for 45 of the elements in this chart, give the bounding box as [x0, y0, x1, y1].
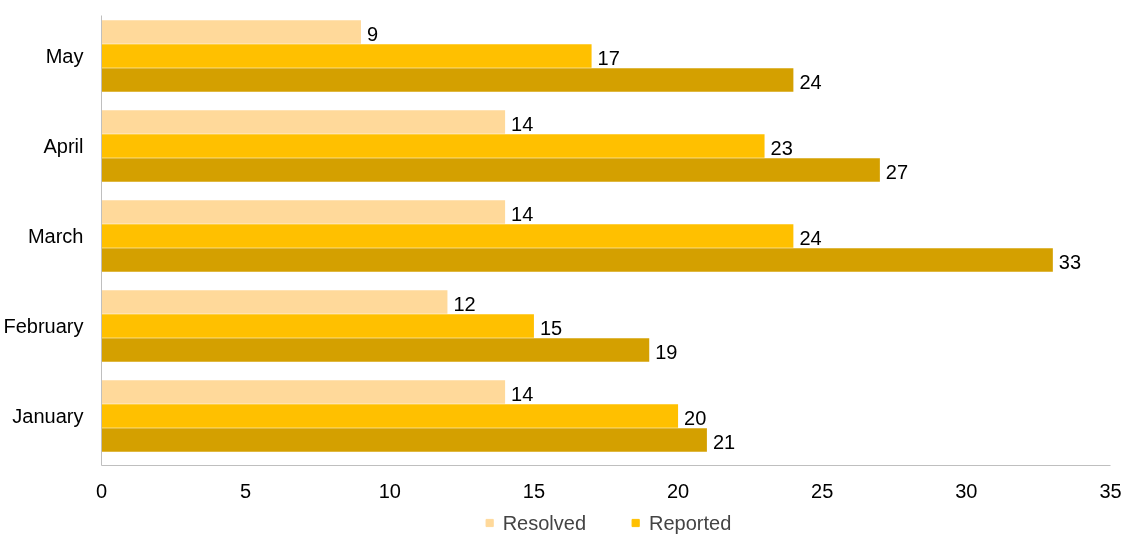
- bar: [101, 20, 361, 44]
- data-label: 33: [1058, 251, 1082, 273]
- data-label: 15: [539, 317, 563, 339]
- bar: [101, 134, 765, 158]
- bar: [101, 200, 506, 224]
- bar: [101, 428, 707, 452]
- x-tick-label: 25: [811, 479, 834, 502]
- data-label: 20: [684, 407, 707, 429]
- x-tick-label: 0: [95, 479, 108, 502]
- bar: [101, 224, 794, 248]
- bar: [101, 44, 592, 68]
- bar: [101, 314, 534, 338]
- x-tick-label: 30: [955, 479, 978, 502]
- bar: [101, 404, 679, 428]
- bar: [101, 248, 1053, 272]
- data-label: 21: [712, 431, 736, 453]
- x-tick-label: 5: [240, 479, 252, 502]
- data-label: 23: [770, 137, 793, 159]
- data-label: 12: [453, 293, 476, 315]
- data-label: 9: [366, 23, 379, 45]
- legend-label: Reported: [649, 511, 732, 534]
- data-label: 24: [799, 227, 822, 249]
- y-tick-label: March: [27, 225, 84, 247]
- x-tick-label: 15: [522, 479, 546, 502]
- y-tick-label: February: [3, 315, 84, 337]
- bar: [101, 290, 448, 314]
- data-label: 17: [597, 47, 620, 69]
- x-tick-label: 35: [1099, 479, 1122, 502]
- bar: [101, 338, 650, 362]
- bar: [101, 158, 880, 182]
- legend-label: Resolved: [502, 511, 587, 534]
- data-label: 14: [511, 113, 534, 135]
- bar: [101, 68, 794, 92]
- data-label: 14: [511, 203, 534, 225]
- data-label: 19: [655, 341, 678, 363]
- x-tick-label: 10: [378, 479, 401, 502]
- bar: [101, 110, 506, 134]
- x-tick-label: 20: [666, 479, 690, 502]
- y-tick-label: January: [12, 405, 84, 427]
- y-tick-label: April: [43, 135, 84, 157]
- data-label: 24: [799, 71, 822, 93]
- y-tick-label: May: [45, 45, 84, 67]
- bar: [101, 380, 506, 404]
- data-label: 27: [885, 161, 909, 183]
- data-label: 14: [511, 383, 534, 405]
